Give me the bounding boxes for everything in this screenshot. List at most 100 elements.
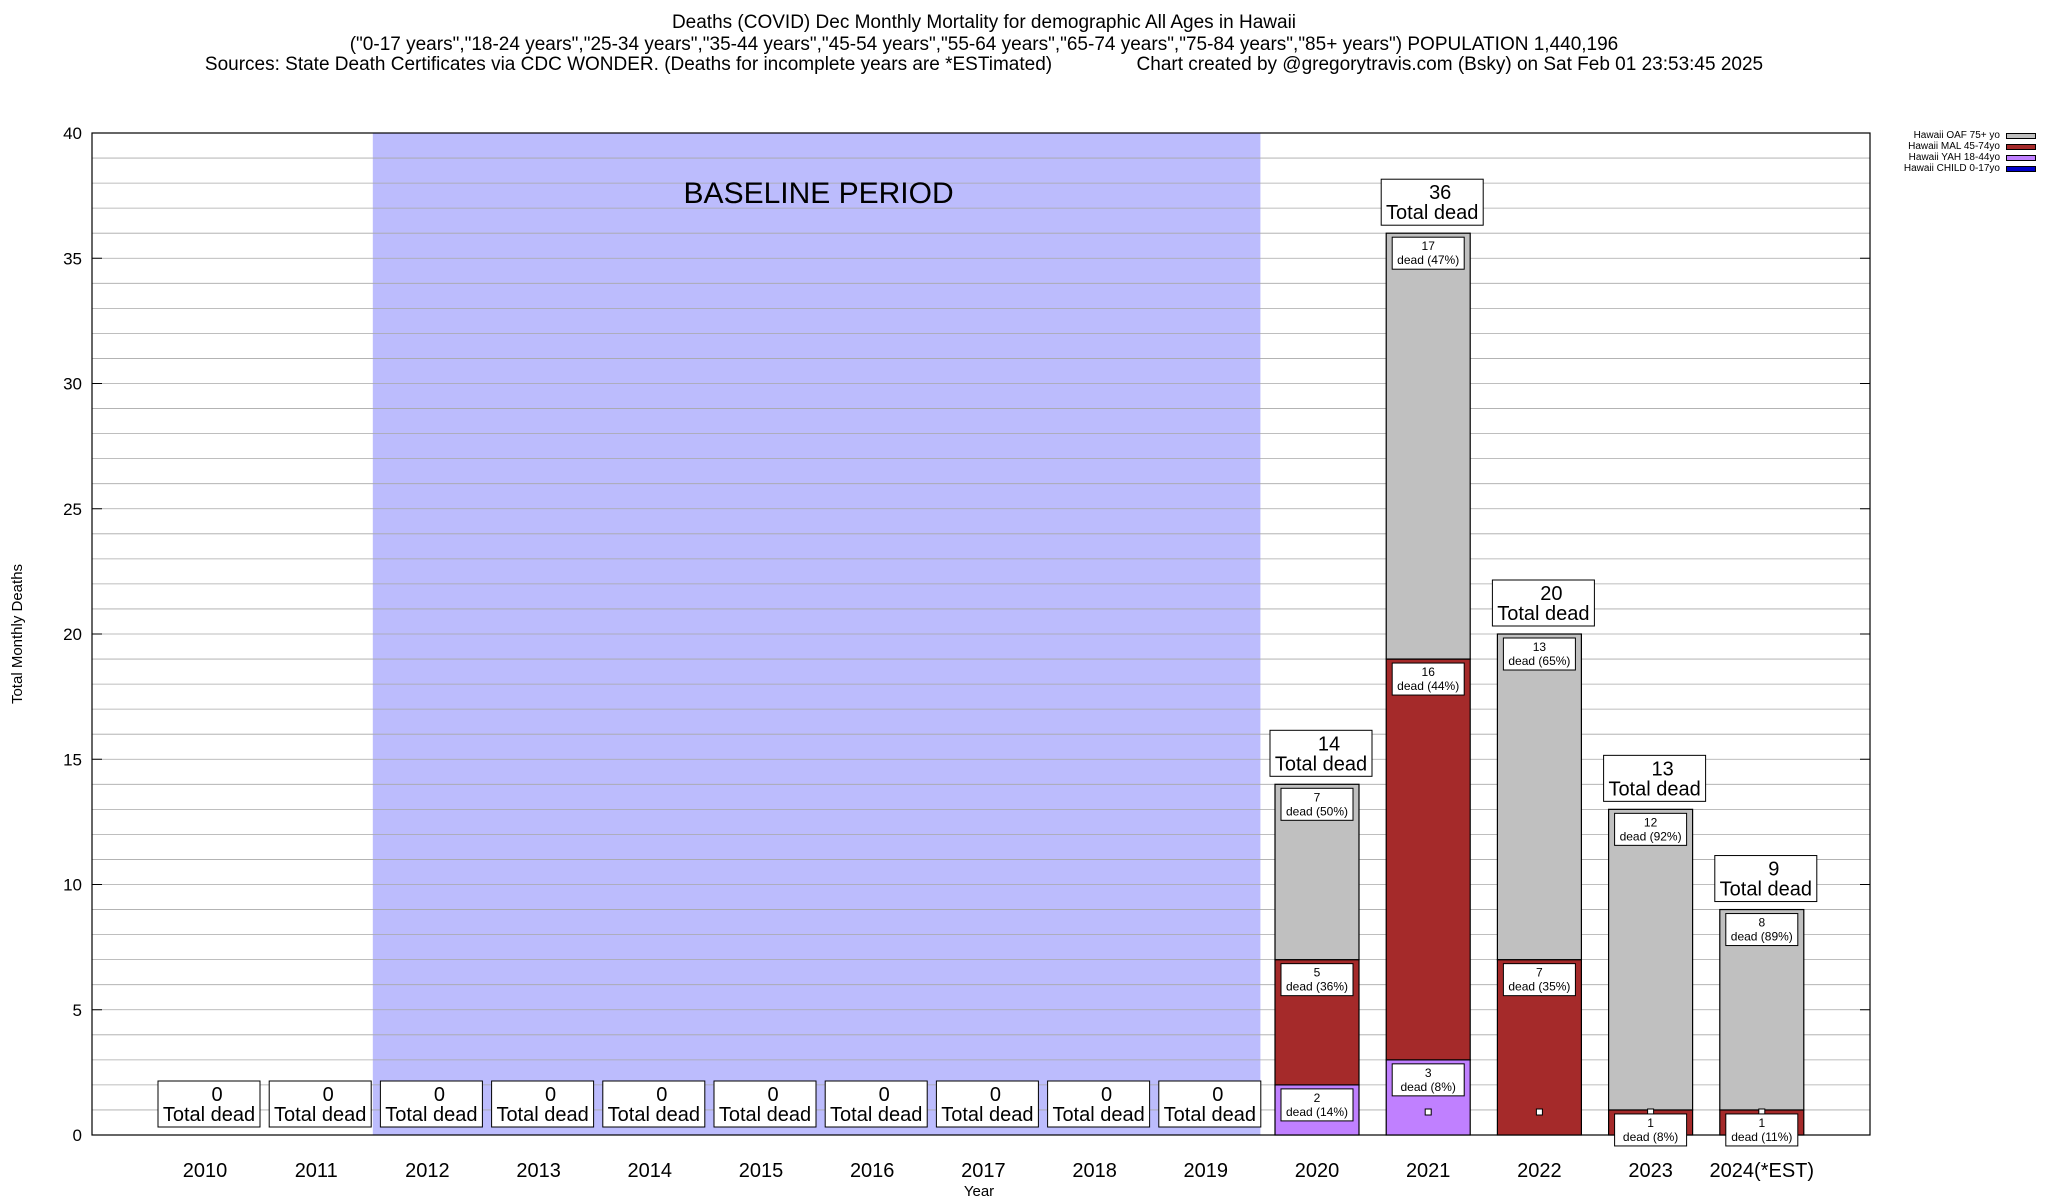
total-label-box (491, 1080, 595, 1128)
segment-value-label: 2 (1314, 1091, 1321, 1105)
legend-swatch (2006, 165, 2036, 172)
total-label-box (602, 1080, 706, 1128)
x-tick-label: 2018 (1072, 1160, 1117, 1182)
segment-percent-label: dead (36%) (1286, 980, 1348, 994)
total-value-label: 0 (656, 1084, 667, 1106)
total-label-box (1714, 855, 1818, 903)
total-value-label: 0 (990, 1084, 1001, 1106)
segment-percent-label: dead (8%) (1401, 1080, 1456, 1094)
segment-label-box (1502, 637, 1576, 671)
total-value-label: 0 (545, 1084, 556, 1106)
chart-source-line: Sources: State Death Certificates via CD… (204, 54, 1764, 75)
total-dead-label: Total dead (1386, 202, 1478, 224)
y-tick-label: 15 (63, 750, 82, 769)
x-tick-label: 2020 (1295, 1160, 1340, 1182)
total-value-label: 0 (323, 1084, 334, 1106)
total-value-label: 36 (1429, 182, 1451, 204)
bar-segment (1607, 808, 1694, 1111)
segment-percent-label: dead (14%) (1286, 1105, 1348, 1119)
x-axis-label: Year (964, 1183, 994, 1200)
y-tick-label: 30 (63, 375, 82, 394)
total-dead-label: Total dead (163, 1104, 255, 1126)
total-dead-label: Total dead (941, 1104, 1033, 1126)
segment-value-label: 13 (1533, 640, 1547, 654)
x-tick-marker (1535, 1108, 1543, 1116)
legend-label: Hawaii MAL 45-74yo (1908, 141, 2000, 152)
total-dead-label: Total dead (1275, 753, 1367, 775)
x-tick-label: 2013 (516, 1160, 561, 1182)
segment-label-box (1725, 913, 1799, 947)
legend-swatch (2006, 154, 2036, 161)
legend-swatch (2006, 143, 2036, 150)
total-dead-label: Total dead (1497, 603, 1589, 625)
baseline-period-label: BASELINE PERIOD (684, 177, 954, 210)
total-dead-label: Total dead (385, 1104, 477, 1126)
total-label-box (1158, 1080, 1262, 1128)
total-dead-label: Total dead (719, 1104, 811, 1126)
legend-label: Hawaii YAH 18-44yo (1908, 152, 2000, 163)
x-tick-marker (1424, 1108, 1432, 1116)
segment-label-box (1391, 236, 1465, 270)
total-dead-label: Total dead (830, 1104, 922, 1126)
y-axis-label: Total Monthly Deaths (9, 564, 26, 704)
bar-segment (1496, 633, 1583, 961)
total-label-box (1603, 754, 1707, 802)
total-value-label: 20 (1540, 583, 1562, 605)
x-tick-label: 2011 (295, 1160, 338, 1182)
chart-title: Deaths (COVID) Dec Monthly Mortality for… (671, 12, 1297, 33)
x-tick-label: 2019 (1184, 1160, 1229, 1182)
segment-label-box (1391, 662, 1465, 696)
y-tick-label: 35 (63, 249, 82, 268)
segment-percent-label: dead (47%) (1397, 253, 1459, 267)
legend-entry: Hawaii CHILD 0-17yo (1904, 163, 2036, 174)
y-tick-label: 40 (63, 124, 82, 143)
segment-label-box (1280, 963, 1354, 997)
x-tick-label: 2023 (1628, 1160, 1673, 1182)
total-dead-label: Total dead (496, 1104, 588, 1126)
x-tick-label: 2022 (1517, 1160, 1562, 1182)
segment-value-label: 8 (1758, 916, 1765, 930)
segment-value-label: 1 (1647, 1116, 1654, 1130)
total-dead-label: Total dead (1720, 879, 1812, 901)
total-dead-label: Total dead (608, 1104, 700, 1126)
segment-value-label: 12 (1644, 815, 1658, 829)
chart-legend: Hawaii OAF 75+ yo Hawaii MAL 45-74yo Hawai… (1904, 130, 2036, 174)
y-tick-label: 0 (73, 1126, 82, 1145)
x-tick-label: 2012 (405, 1160, 450, 1182)
total-label-box (1047, 1080, 1151, 1128)
segment-percent-label: dead (89%) (1731, 930, 1793, 944)
segment-value-label: 5 (1314, 966, 1321, 980)
total-value-label: 0 (767, 1084, 778, 1106)
segment-label-box (1280, 787, 1354, 821)
total-dead-label: Total dead (274, 1104, 366, 1126)
segment-label-box (1391, 1063, 1465, 1097)
y-tick-label: 25 (63, 500, 82, 519)
segment-value-label: 3 (1425, 1066, 1432, 1080)
legend-entry: Hawaii OAF 75+ yo (1904, 130, 2036, 141)
segment-label-box (1502, 963, 1576, 997)
x-tick-label: 2015 (739, 1160, 784, 1182)
segment-label-box (1280, 1088, 1354, 1122)
total-label-box (1269, 729, 1373, 777)
segment-value-label: 7 (1314, 790, 1321, 804)
total-value-label: 0 (1101, 1084, 1112, 1106)
x-tick-label: 2024(*EST) (1710, 1160, 1815, 1182)
bar-segment (1385, 658, 1471, 1061)
segment-value-label: 7 (1536, 966, 1543, 980)
total-value-label: 14 (1318, 733, 1340, 755)
total-value-label: 0 (1212, 1084, 1223, 1106)
segment-label-box (1725, 1113, 1799, 1147)
y-tick-label: 5 (73, 1001, 82, 1020)
chart-subtitle: ("0-17 years","18-24 years","25-34 years… (349, 34, 1619, 55)
total-value-label: 13 (1651, 758, 1673, 780)
segment-percent-label: dead (65%) (1508, 654, 1570, 668)
total-dead-label: Total dead (1164, 1104, 1256, 1126)
total-value-label: 0 (434, 1084, 445, 1106)
total-value-label: 0 (879, 1084, 890, 1106)
legend-entry: Hawaii YAH 18-44yo (1904, 152, 2036, 163)
total-value-label: 0 (211, 1084, 222, 1106)
segment-label-box (1614, 812, 1688, 846)
x-tick-label: 2016 (850, 1160, 895, 1182)
segment-value-label: 16 (1422, 665, 1436, 679)
